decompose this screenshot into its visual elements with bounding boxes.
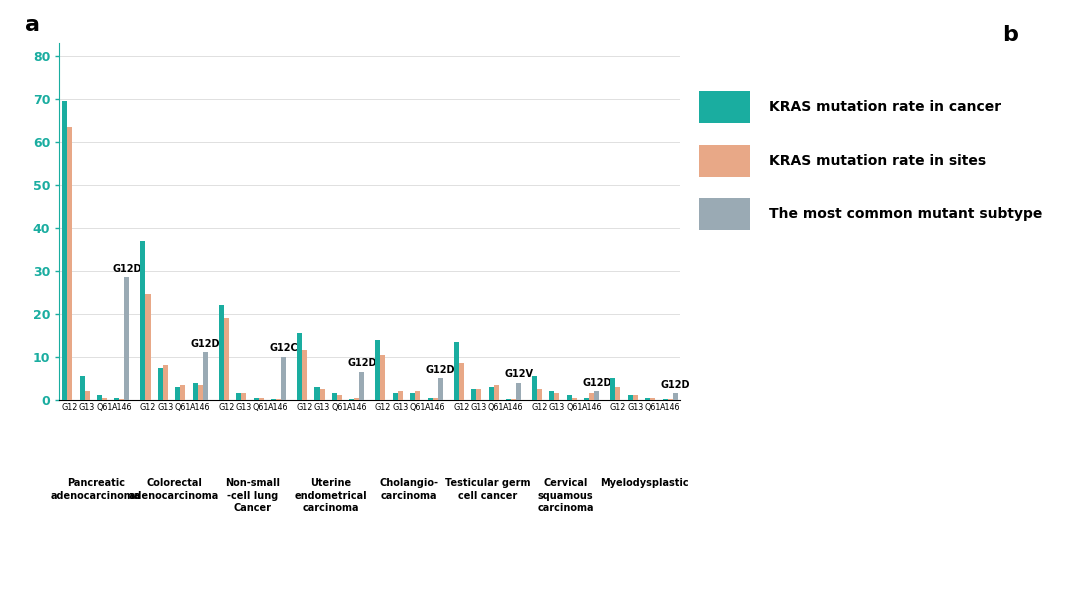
Bar [175,387,180,400]
Bar [532,376,537,400]
Bar [203,352,207,400]
Text: Pancreatic
adenocarcinoma: Pancreatic adenocarcinoma [51,478,140,501]
Bar [320,389,325,400]
Bar [67,127,72,400]
Bar [146,295,150,400]
Bar [140,240,146,400]
Bar [114,399,120,400]
Bar [224,318,229,400]
Bar [360,372,364,400]
Bar [237,394,241,400]
Bar [572,398,577,400]
Bar [516,383,521,400]
Text: G12C: G12C [269,343,298,354]
Bar [594,391,599,400]
Text: G12D: G12D [190,339,220,349]
Bar [397,391,403,400]
Bar [627,395,633,400]
Bar [192,383,198,400]
Bar [302,351,307,400]
Bar [590,394,594,400]
Bar [84,391,90,400]
Bar [699,91,750,124]
Bar [616,387,620,400]
Bar [198,385,203,400]
Bar [433,398,437,400]
Bar [297,333,302,400]
Text: Non-small
-cell lung
Cancer: Non-small -cell lung Cancer [225,478,280,513]
Bar [537,389,542,400]
Bar [102,398,107,400]
Bar [281,357,286,400]
Bar [645,398,650,400]
Bar [554,394,559,400]
Bar [633,395,638,400]
Bar [650,398,656,400]
Text: Testicular germ
cell cancer: Testicular germ cell cancer [445,478,530,501]
Bar [180,385,186,400]
Text: Cervical
squamous
carcinoma: Cervical squamous carcinoma [538,478,594,513]
Bar [699,145,750,177]
Bar [124,277,130,400]
Text: G12D: G12D [347,359,377,368]
Text: Myelodysplastic: Myelodysplastic [599,478,688,488]
Text: KRAS mutation rate in cancer: KRAS mutation rate in cancer [769,100,1001,114]
Text: Uterine
endometrical
carcinoma: Uterine endometrical carcinoma [295,478,367,513]
Bar [80,376,84,400]
Bar [476,389,482,400]
Bar [584,399,590,400]
Bar [376,339,380,400]
Bar [337,395,342,400]
Text: G12D: G12D [426,365,455,375]
Bar [97,395,102,400]
Bar [393,394,397,400]
Bar [254,398,258,400]
Bar [380,355,386,400]
Bar [63,101,67,400]
Bar [332,394,337,400]
Bar [699,198,750,230]
Bar [410,394,415,400]
Bar [610,378,616,400]
Bar [354,398,360,400]
Bar [471,389,476,400]
Text: Cholangio-
carcinoma: Cholangio- carcinoma [379,478,438,501]
Bar [454,342,459,400]
Bar [437,378,443,400]
Bar [494,385,499,400]
Bar [415,391,420,400]
Bar [550,391,554,400]
Bar [258,399,264,400]
Bar [567,395,572,400]
Bar [241,394,246,400]
Bar [163,365,167,400]
Bar [314,387,320,400]
Text: b: b [1002,25,1018,46]
Text: The most common mutant subtype: The most common mutant subtype [769,207,1042,221]
Text: a: a [25,15,40,34]
Text: G12V: G12V [504,369,534,379]
Text: G12D: G12D [112,264,141,274]
Bar [488,387,494,400]
Bar [673,394,677,400]
Text: Colorectal
adenocarcinoma: Colorectal adenocarcinoma [129,478,219,501]
Bar [428,399,433,400]
Bar [158,368,163,400]
Text: G12D: G12D [582,378,611,387]
Bar [219,305,224,400]
Bar [459,363,463,400]
Text: G12D: G12D [660,380,690,390]
Text: KRAS mutation rate in sites: KRAS mutation rate in sites [769,154,986,168]
